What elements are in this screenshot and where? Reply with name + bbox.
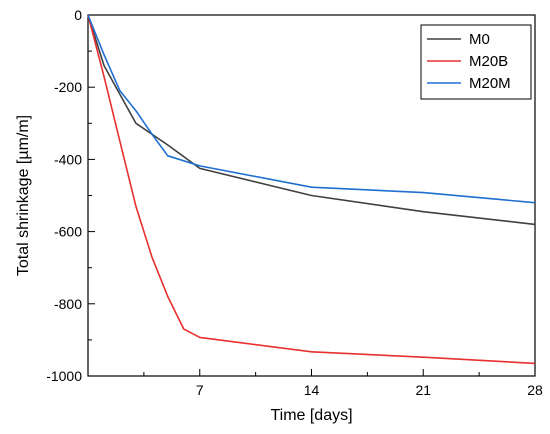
y-tick-label: -1000: [46, 368, 82, 384]
legend-box: [420, 24, 532, 100]
legend-label: M0: [469, 31, 490, 48]
x-tick-label: 7: [196, 382, 204, 398]
legend-label: M20M: [469, 75, 511, 92]
x-tick-label: 28: [527, 382, 543, 398]
series-line-m20b: [87, 14, 536, 365]
legend-label: M20B: [469, 53, 508, 70]
plot-area: 7 14 21 28 0 -200 -400 -600 -800 -1000 Time [days]…: [15, 7, 543, 424]
x-tick-label: 21: [415, 382, 431, 398]
y-tick-label: -800: [54, 296, 82, 312]
y-tick-label: -400: [54, 151, 82, 167]
y-axis-title: Total shrinkage [µm/m]: [15, 115, 32, 276]
y-tick-label: -200: [54, 79, 82, 95]
x-tick-label: 14: [304, 382, 320, 398]
x-axis-title: Time [days]: [270, 407, 352, 424]
series-line-m20m: [87, 14, 536, 204]
y-tick-label: 0: [74, 7, 82, 23]
y-tick-label: -600: [54, 224, 82, 240]
series-line-m0: [87, 14, 536, 226]
